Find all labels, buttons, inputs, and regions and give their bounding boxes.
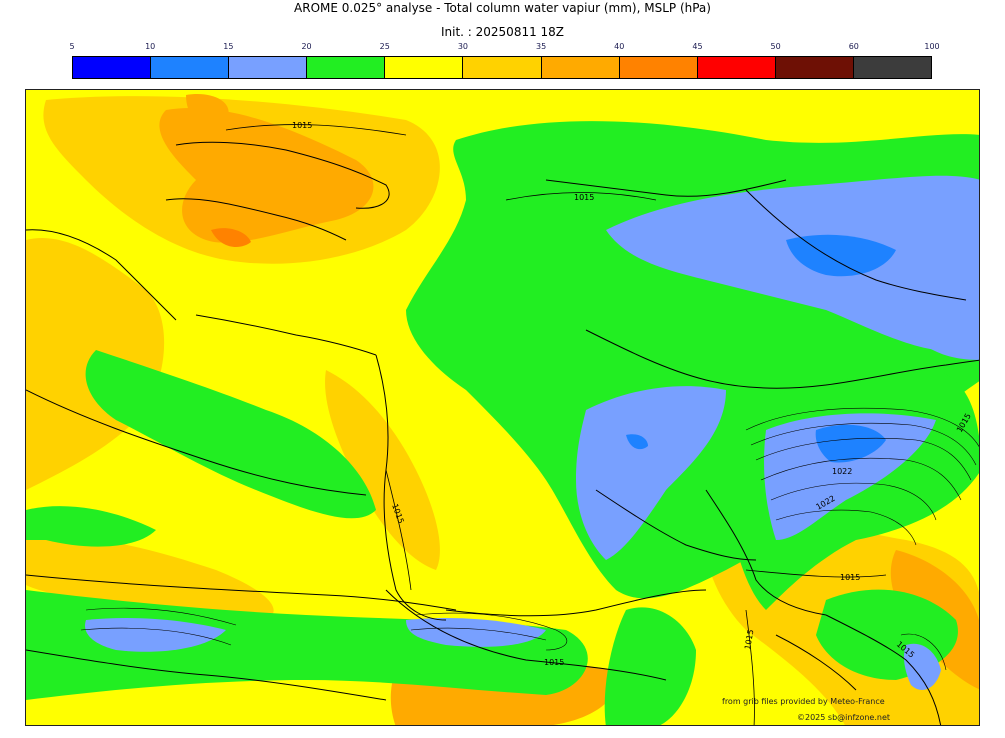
colorbar-tick-label: 40 <box>614 42 625 51</box>
field-gold-centre <box>325 370 440 570</box>
field-orange-uk2 <box>186 94 229 125</box>
map-title: AROME 0.025° analyse - Total column wate… <box>294 1 711 15</box>
colorbar-segment <box>307 57 386 78</box>
colorbar-tick-label: 45 <box>692 42 703 51</box>
field-lightblue-pyr2 <box>85 618 227 652</box>
isobars <box>225 124 887 725</box>
colorbar-ticks: 5 10 15 20 25 30 35 40 45 50 60 100 <box>69 42 939 54</box>
colorbar-segment <box>853 57 932 78</box>
field-green-ocean <box>85 350 376 519</box>
field-green-ocean2 <box>26 506 156 547</box>
field-lightblue-corsica <box>903 643 941 690</box>
colorbar-segment <box>463 57 542 78</box>
colorbar-segment <box>73 57 152 78</box>
field-lightblue-jura <box>576 386 726 560</box>
colorbar-segment <box>541 57 620 78</box>
colorbar-tick-label: 5 <box>69 42 75 51</box>
colorbar-segment <box>775 57 854 78</box>
colorbar-tick-label: 20 <box>301 42 312 51</box>
field-lightblue-ne2 <box>896 306 979 360</box>
field-green-pyrenees <box>26 590 588 700</box>
colorbar-segment <box>229 57 308 78</box>
field-darkorange-uk <box>211 228 251 247</box>
field-green-sw <box>604 607 696 725</box>
colorbar-tick-label: 35 <box>535 42 547 51</box>
colorbar-tick-label: 30 <box>457 42 468 51</box>
field-blue-jura <box>626 434 648 450</box>
field-gold-south <box>26 537 274 623</box>
isobar-label: 1015 <box>574 193 594 202</box>
copyright-credit: ©2025 sb@infzone.net <box>797 713 891 722</box>
isobars-dense <box>80 407 979 671</box>
field-blue-ne <box>786 234 896 277</box>
coastlines <box>26 141 979 725</box>
isobar-label: 1015 <box>292 121 312 130</box>
isobar-label: 1015 <box>743 629 755 651</box>
isobar-label: 1022 <box>832 467 852 476</box>
field-lightblue-alps <box>764 413 936 540</box>
colorbar-tick-label: 60 <box>848 42 859 51</box>
colorbar-tick-label: 50 <box>770 42 781 51</box>
colorbar <box>72 56 932 79</box>
colorbar-segment <box>385 57 464 78</box>
field-lightblue-ne <box>606 175 979 352</box>
weather-map: 1015 1015 1015 1022 1022 1015 1015 1015 … <box>25 89 980 726</box>
isobar-label: 1015 <box>840 573 860 582</box>
field-lightblue-pyr <box>406 618 546 647</box>
source-credit: from grib files provided by Meteo-France <box>722 697 885 706</box>
colorbar-tick-label: 15 <box>223 42 234 51</box>
colorbar-tick-label: 25 <box>379 42 390 51</box>
colorbar-segment <box>619 57 698 78</box>
colorbar-tick-label: 100 <box>924 42 940 51</box>
isobar-label: 1015 <box>544 658 564 667</box>
init-time: Init. : 20250811 18Z <box>440 25 565 39</box>
field-blue-alps <box>815 424 886 463</box>
colorbar-segment <box>697 57 776 78</box>
colorbar-segment <box>151 57 230 78</box>
map-canvas: 1015 1015 1015 1022 1022 1015 1015 1015 … <box>26 90 979 725</box>
colorbar-tick-label: 10 <box>145 42 156 51</box>
